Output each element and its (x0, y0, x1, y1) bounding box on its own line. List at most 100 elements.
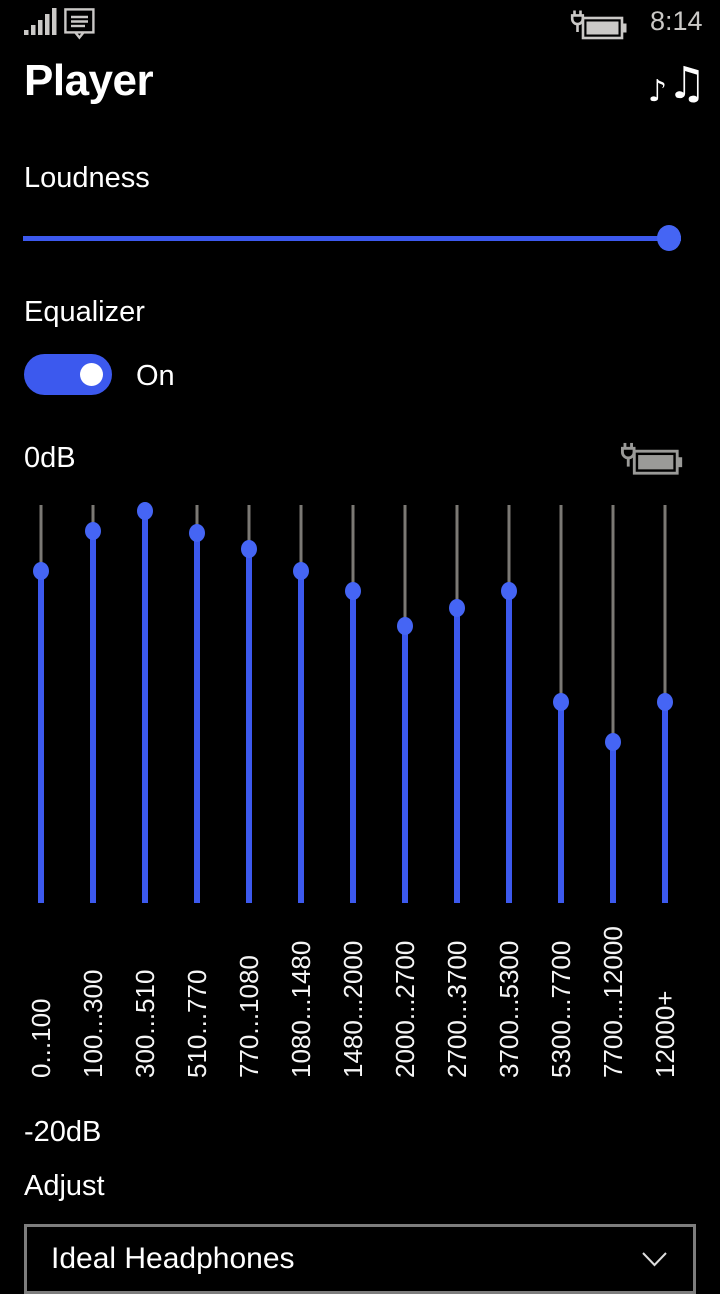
eq-band-fill (194, 533, 200, 903)
eq-band-fill (350, 591, 356, 903)
eq-scale-max-label: 0dB (24, 442, 76, 474)
battery-charging-icon (620, 442, 686, 478)
eq-band-thumb[interactable] (85, 522, 101, 540)
music-notes-icon[interactable]: ♪♫ (648, 58, 707, 109)
eq-band-label-area: 7700...12000 (587, 903, 639, 1090)
eq-band-thumb[interactable] (345, 582, 361, 600)
eq-band-label-area: 100...300 (67, 903, 119, 1090)
eq-band-label: 100...300 (78, 969, 108, 1078)
eq-band-fill (558, 702, 564, 903)
eq-band-slider[interactable] (535, 505, 587, 903)
eq-band-label: 5300...7700 (546, 940, 576, 1078)
preset-dropdown-value: Ideal Headphones (51, 1242, 295, 1275)
eq-band-label: 1080...1480 (286, 940, 316, 1078)
equalizer-toggle-state: On (136, 360, 175, 392)
eq-band: 5300...7700 (535, 505, 587, 1090)
eq-band-slider[interactable] (67, 505, 119, 903)
eq-band-thumb[interactable] (189, 524, 205, 542)
eq-band-thumb[interactable] (33, 562, 49, 580)
eq-band-slider[interactable] (223, 505, 275, 903)
loudness-slider-track (23, 236, 681, 241)
eq-band: 300...510 (119, 502, 171, 1090)
eq-band: 1480...2000 (327, 505, 379, 1090)
eq-band: 3700...5300 (483, 505, 535, 1090)
eq-band: 2700...3700 (431, 505, 483, 1090)
eq-band-thumb[interactable] (501, 582, 517, 600)
eq-band-slider[interactable] (275, 505, 327, 903)
eq-band-fill (610, 742, 616, 903)
loudness-slider-thumb[interactable] (657, 225, 681, 251)
eq-band: 1080...1480 (275, 505, 327, 1090)
eq-band-fill (454, 608, 460, 903)
eq-band-slider[interactable] (327, 505, 379, 903)
eq-scale-min-label: -20dB (24, 1116, 102, 1148)
eq-band-fill (298, 571, 304, 903)
page-title: Player (24, 56, 154, 105)
loudness-slider[interactable] (23, 224, 681, 252)
eq-band-slider[interactable] (483, 505, 535, 903)
eq-band-fill (506, 591, 512, 903)
eq-band-slider[interactable] (171, 505, 223, 903)
message-notification-icon (64, 8, 96, 41)
chevron-down-icon (642, 1251, 667, 1267)
eq-band-label-area: 2700...3700 (431, 903, 483, 1090)
eq-band: 770...1080 (223, 505, 275, 1090)
eq-band-label-area: 1480...2000 (327, 903, 379, 1090)
eq-band: 7700...12000 (587, 505, 639, 1090)
eq-band-slider[interactable] (639, 505, 691, 903)
eq-band-label: 510...770 (182, 969, 212, 1078)
equalizer-band-sliders: 0...100 100...300 300...510 510...770 770...… (15, 502, 705, 1090)
eq-band-thumb[interactable] (241, 540, 257, 558)
eq-band-slider[interactable] (431, 505, 483, 903)
eq-band-label-area: 510...770 (171, 903, 223, 1090)
eq-band: 12000+ (639, 505, 691, 1090)
eq-band-label: 770...1080 (234, 955, 264, 1078)
eq-band-label-area: 300...510 (119, 903, 171, 1090)
eq-band-label: 2700...3700 (442, 940, 472, 1078)
eq-band-track (611, 505, 615, 903)
eq-band-label: 12000+ (650, 990, 680, 1078)
equalizer-label: Equalizer (24, 296, 145, 328)
eq-band-fill (142, 511, 148, 903)
eq-band-slider[interactable] (379, 505, 431, 903)
eq-band-label-area: 1080...1480 (275, 903, 327, 1090)
eq-band-label: 3700...5300 (494, 940, 524, 1078)
eq-band-label: 0...100 (26, 998, 56, 1078)
signal-strength-icon (24, 8, 58, 36)
eq-band-thumb[interactable] (137, 502, 153, 520)
preset-dropdown[interactable]: Ideal Headphones (24, 1224, 696, 1294)
eq-band-thumb[interactable] (397, 617, 413, 635)
eq-band-thumb[interactable] (449, 599, 465, 617)
equalizer-toggle[interactable] (24, 354, 112, 395)
eq-band-label-area: 0...100 (15, 903, 67, 1090)
eq-band: 100...300 (67, 505, 119, 1090)
eq-band: 510...770 (171, 505, 223, 1090)
eq-band-thumb[interactable] (293, 562, 309, 580)
eq-band: 2000...2700 (379, 505, 431, 1090)
eq-band-label-area: 5300...7700 (535, 903, 587, 1090)
eq-band-label: 300...510 (130, 969, 160, 1078)
eq-band-slider[interactable] (587, 505, 639, 903)
eq-band: 0...100 (15, 505, 67, 1090)
eq-band-label: 1480...2000 (338, 940, 368, 1078)
battery-charging-icon (570, 10, 630, 42)
clock-time: 8:14 (650, 6, 703, 36)
eq-band-slider[interactable] (119, 502, 171, 903)
eq-band-label-area: 3700...5300 (483, 903, 535, 1090)
eq-band-fill (662, 702, 668, 903)
eq-band-fill (246, 549, 252, 903)
eq-band-label: 7700...12000 (598, 926, 628, 1078)
eq-band-fill (402, 626, 408, 903)
eq-band-label-area: 2000...2700 (379, 903, 431, 1090)
eq-band-thumb[interactable] (605, 733, 621, 751)
eq-band-fill (90, 531, 96, 903)
eq-band-label: 2000...2700 (390, 940, 420, 1078)
eq-band-thumb[interactable] (657, 693, 673, 711)
eq-band-fill (38, 571, 44, 903)
equalizer-toggle-thumb[interactable] (80, 363, 103, 386)
eq-band-thumb[interactable] (553, 693, 569, 711)
eq-band-label-area: 12000+ (639, 903, 691, 1090)
loudness-label: Loudness (24, 162, 150, 194)
eq-band-slider[interactable] (15, 505, 67, 903)
adjust-label: Adjust (24, 1170, 105, 1202)
